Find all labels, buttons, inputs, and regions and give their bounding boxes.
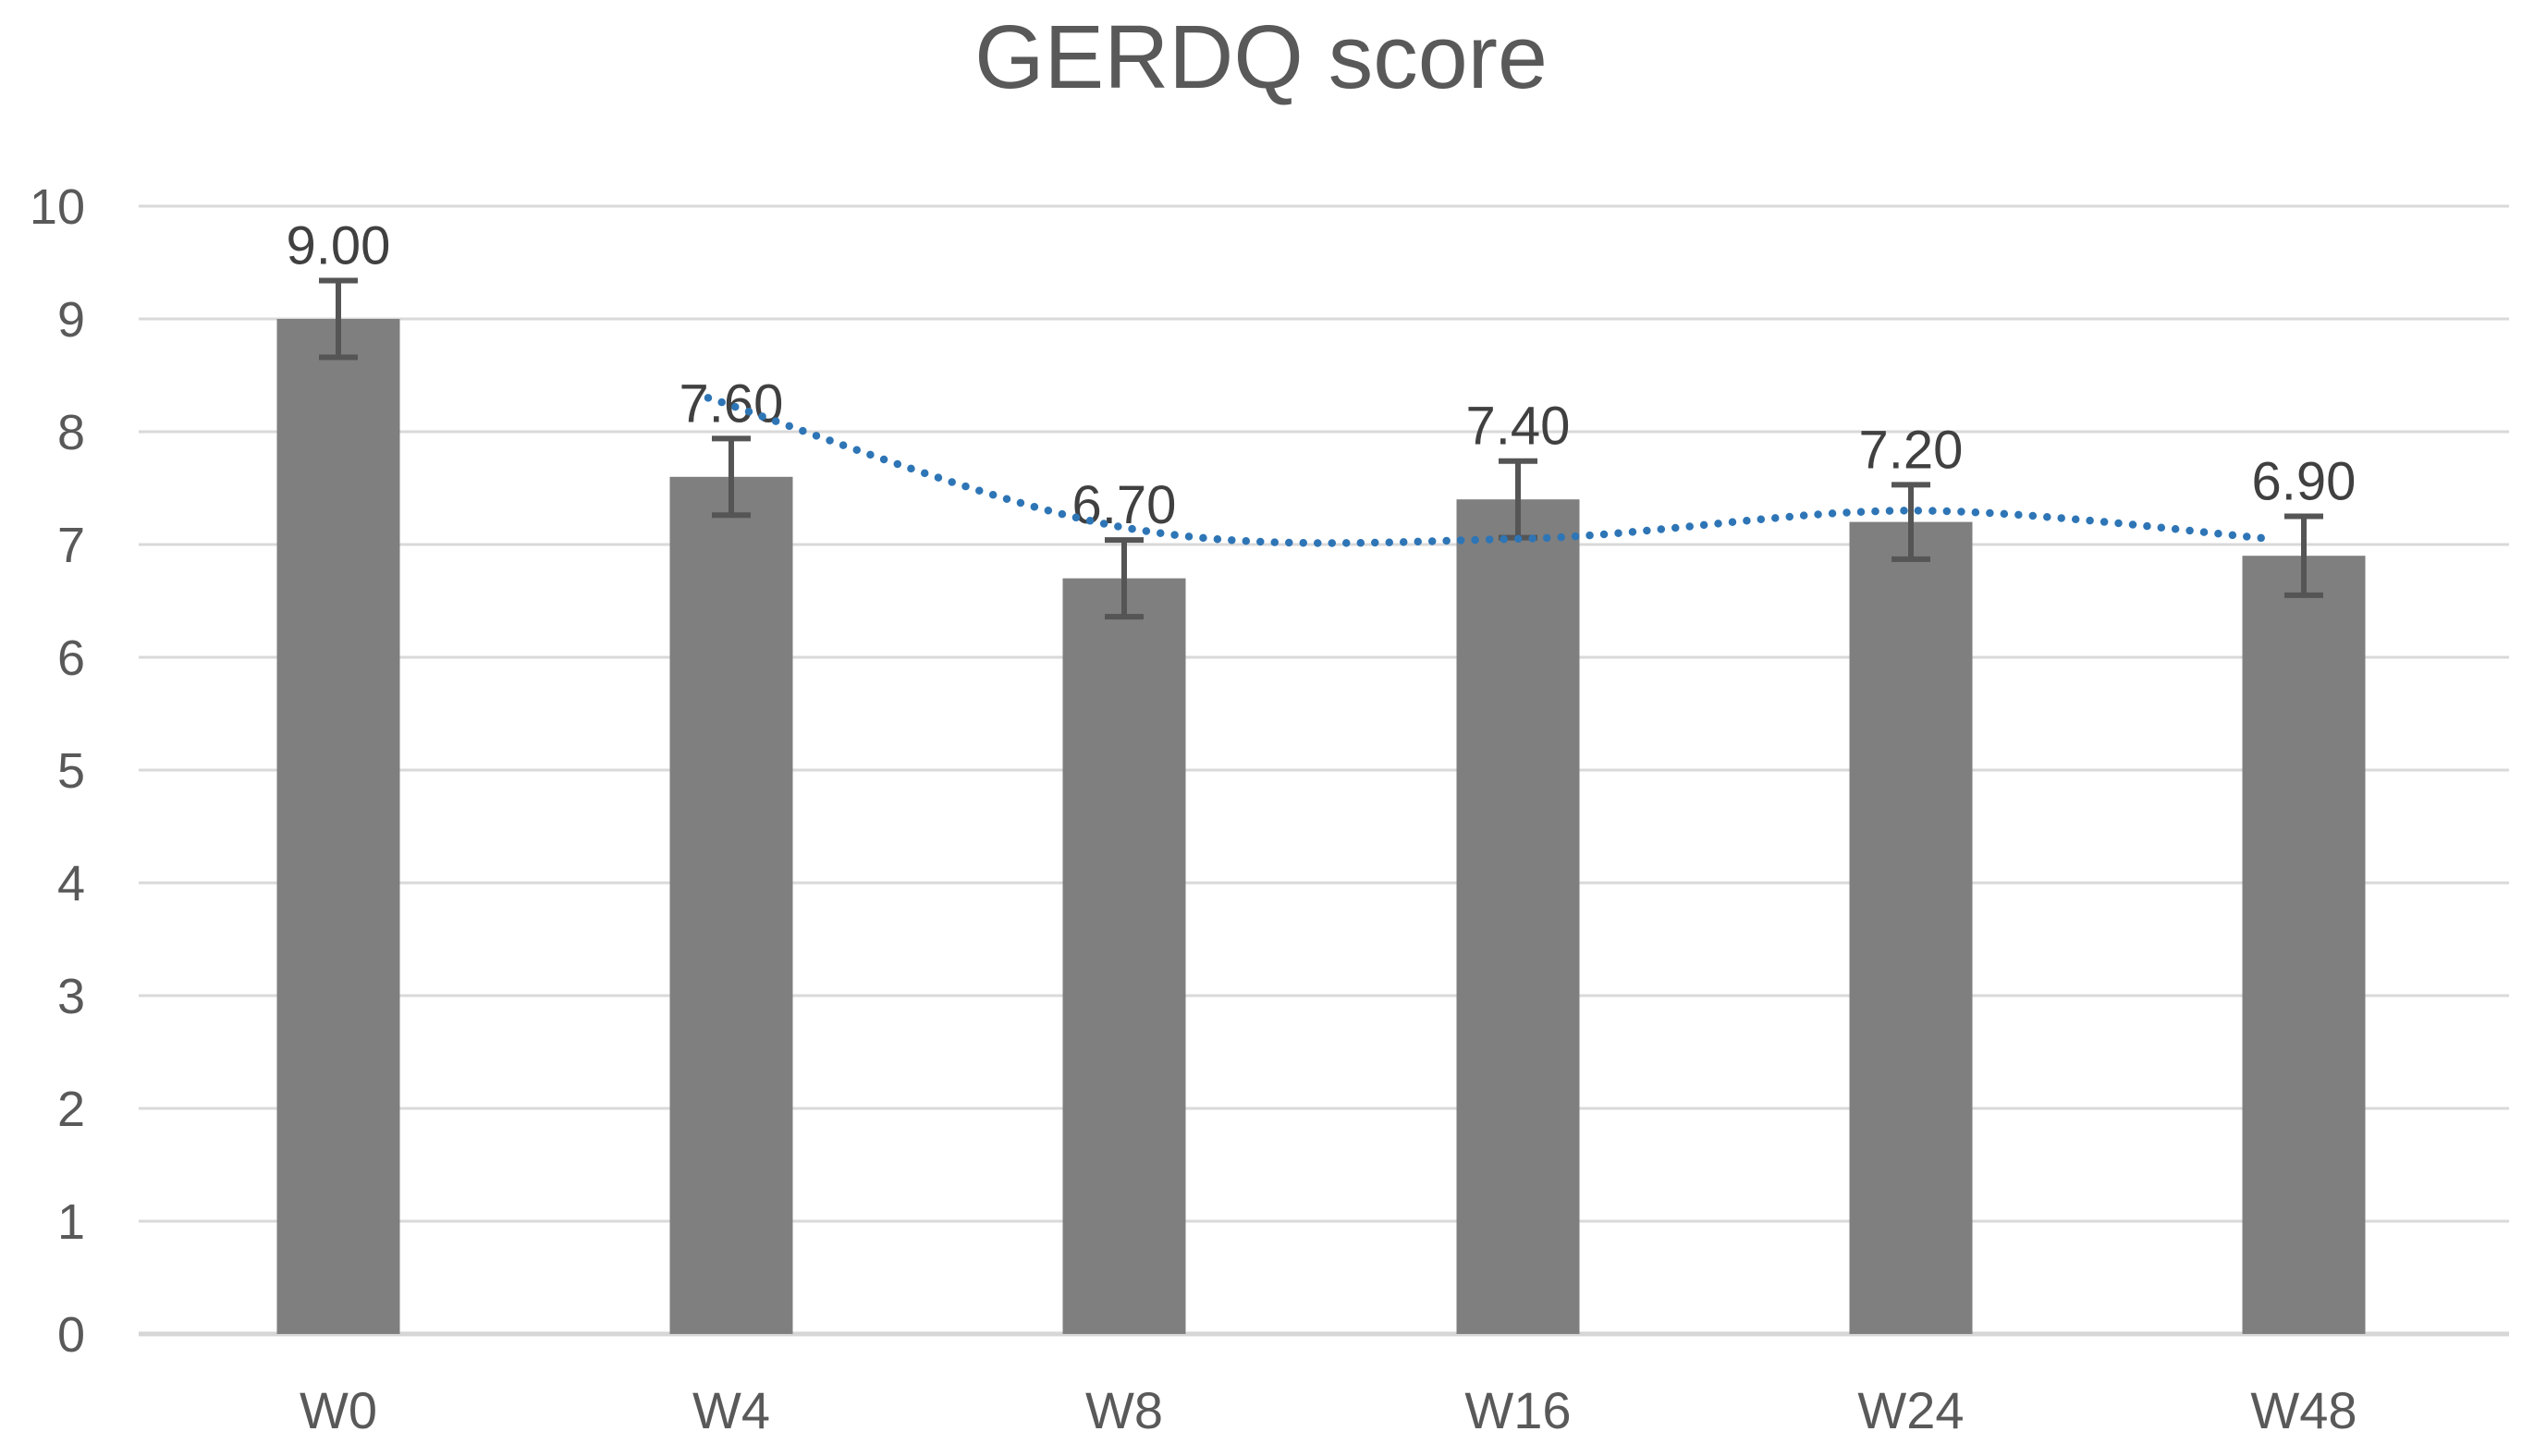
trendline-dotted xyxy=(704,394,2276,547)
y-tick-label: 7 xyxy=(57,518,85,573)
y-tick-label: 3 xyxy=(57,969,85,1024)
bar xyxy=(1062,578,1186,1334)
chart-title: GERDQ score xyxy=(974,6,1548,107)
y-tick-label: 4 xyxy=(57,856,85,912)
x-tick-label: W16 xyxy=(1464,1381,1571,1439)
x-axis-labels-group: W0 W4 W8 W16 W24 W48 xyxy=(300,1381,2357,1439)
bar xyxy=(669,476,793,1334)
trendline-group xyxy=(704,394,2276,547)
y-tick-label: 0 xyxy=(57,1307,85,1363)
y-tick-label: 2 xyxy=(57,1082,85,1137)
x-tick-label: W0 xyxy=(300,1381,377,1439)
bars-group xyxy=(276,319,2366,1334)
y-axis-labels-group: 0 1 2 3 4 5 6 7 8 9 10 xyxy=(30,179,85,1363)
y-tick-label: 6 xyxy=(57,630,85,686)
data-label: 9.00 xyxy=(287,216,391,276)
data-labels-group: 9.00 7.60 6.70 7.40 7.20 6.90 xyxy=(287,216,2357,536)
y-tick-label: 1 xyxy=(57,1194,85,1250)
data-label: 7.20 xyxy=(1859,420,1964,480)
y-tick-label: 10 xyxy=(30,179,85,235)
bar xyxy=(1456,499,1580,1334)
data-label: 7.60 xyxy=(679,373,784,434)
x-tick-label: W48 xyxy=(2250,1381,2357,1439)
x-tick-label: W24 xyxy=(1857,1381,1964,1439)
x-tick-label: W8 xyxy=(1085,1381,1163,1439)
bar xyxy=(2242,556,2366,1334)
x-tick-label: W4 xyxy=(692,1381,770,1439)
data-label: 6.70 xyxy=(1072,475,1177,535)
gridlines-group xyxy=(139,204,2509,1337)
data-label: 6.90 xyxy=(2252,452,2357,512)
bar xyxy=(276,319,400,1334)
error-bars-group xyxy=(319,277,2323,620)
data-label: 7.40 xyxy=(1466,397,1571,457)
bar xyxy=(1849,521,1973,1334)
y-tick-label: 8 xyxy=(57,405,85,460)
y-tick-label: 5 xyxy=(57,743,85,799)
y-tick-label: 9 xyxy=(57,292,85,348)
